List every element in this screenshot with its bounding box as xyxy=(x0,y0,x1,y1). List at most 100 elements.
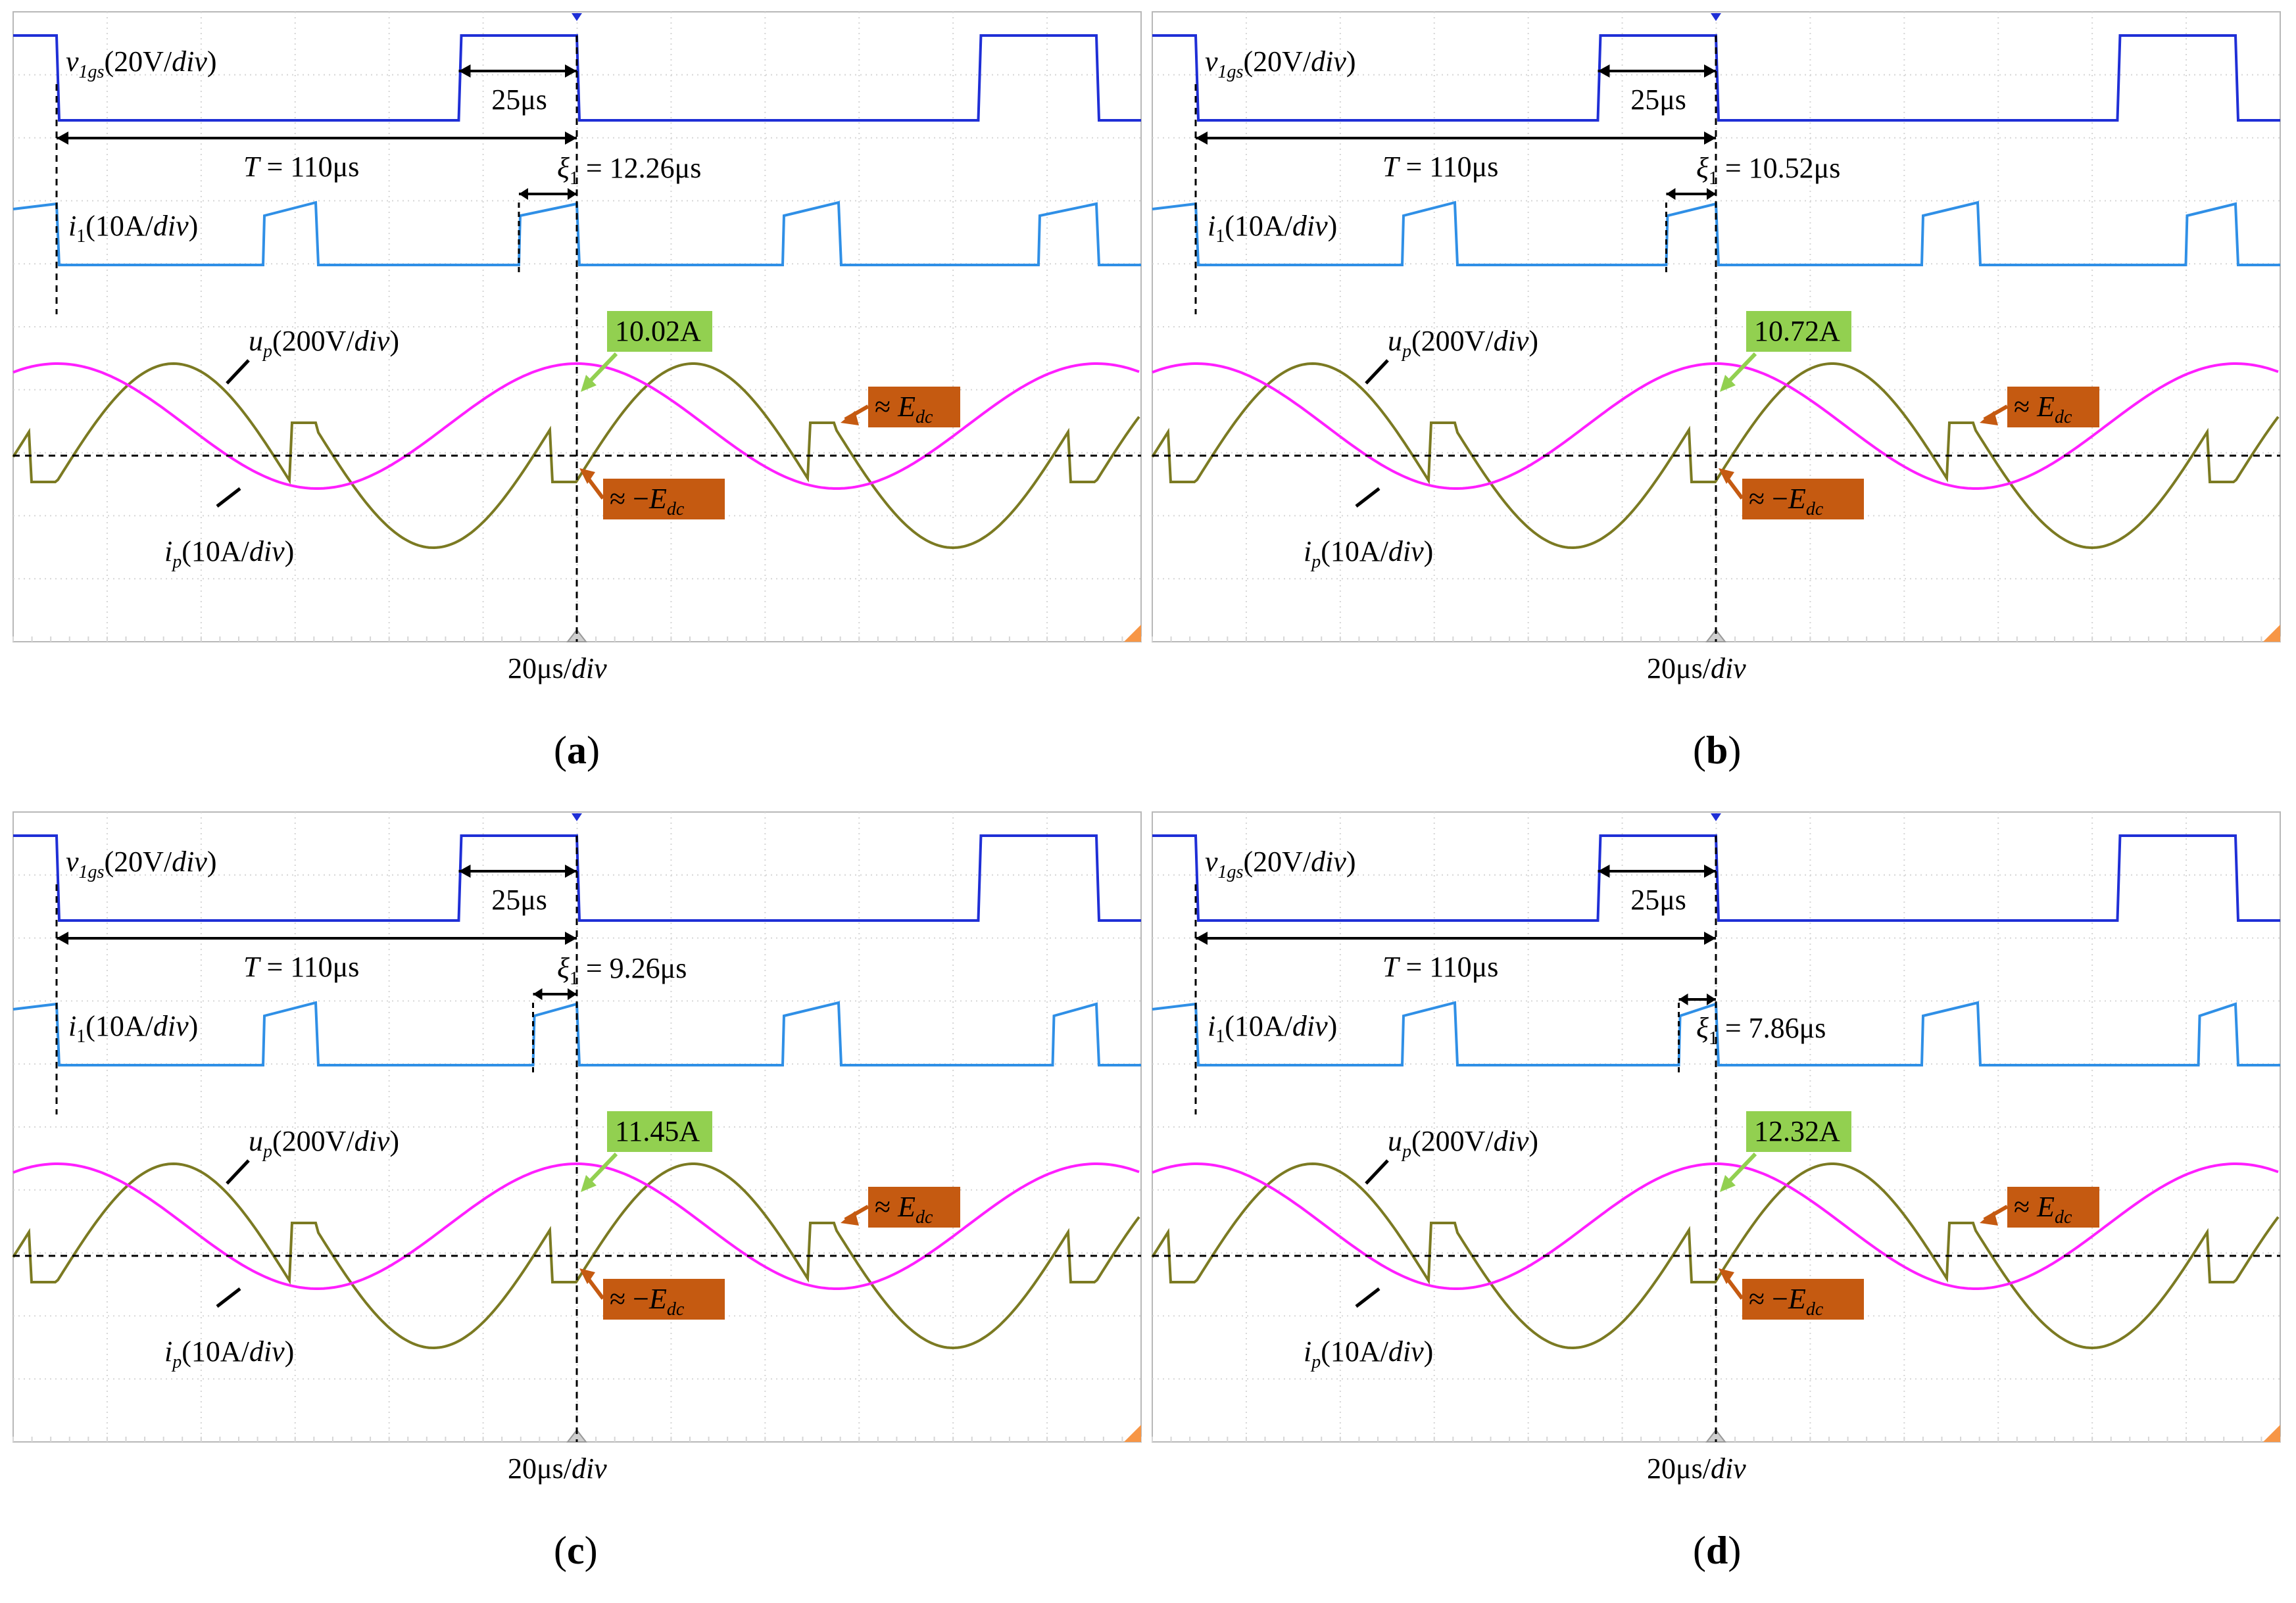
xi1-label: ξ1 = 9.26μs xyxy=(557,952,687,989)
label-up: up(200V/div) xyxy=(249,1125,399,1162)
arrowhead-right-icon xyxy=(568,988,577,1000)
time-scale-label: 20μs/div xyxy=(508,652,607,684)
label-up: up(200V/div) xyxy=(1388,325,1538,362)
corner-marker-icon xyxy=(2263,1425,2280,1442)
xi1-label: ξ1 = 10.52μs xyxy=(1696,152,1840,189)
dead-time-label: 25μs xyxy=(1630,884,1686,916)
label-i1: i1(10A/div) xyxy=(68,210,198,247)
edc-negative-callout: ≈ −Edc xyxy=(1719,468,1864,519)
arrowhead-right-icon xyxy=(565,64,577,78)
dead-time-label: 25μs xyxy=(1630,84,1686,116)
arrowhead-icon xyxy=(1719,1268,1734,1284)
panel-caption: (d) xyxy=(1693,1529,1741,1572)
trigger-top-icon xyxy=(572,13,582,21)
edc-negative-label: ≈ −Edc xyxy=(1749,1283,1824,1320)
edc-positive-callout: ≈ Edc xyxy=(1980,1187,2099,1228)
peak-current-box xyxy=(1746,1111,1851,1152)
arrowhead-right-icon xyxy=(565,865,577,878)
arrowhead-icon xyxy=(841,411,859,425)
leader-ip xyxy=(216,1287,241,1308)
leader-up xyxy=(226,1159,250,1185)
period-dimension: T = 110μs xyxy=(57,132,577,183)
period-dimension: T = 110μs xyxy=(1196,932,1716,983)
label-ip: ip(10A/div) xyxy=(1304,535,1433,572)
arrowhead-icon xyxy=(1720,1175,1736,1192)
leader-ip xyxy=(1355,1287,1380,1308)
trigger-top-icon xyxy=(1711,13,1721,21)
trigger-top-icon xyxy=(572,813,582,821)
edc-positive-box xyxy=(868,1187,960,1228)
arrowhead-icon xyxy=(581,375,597,392)
arrowhead-left-icon xyxy=(1598,865,1610,878)
panel-caption: (a) xyxy=(554,729,600,772)
peak-current-callout: 11.45A xyxy=(581,1111,712,1192)
arrowhead-right-icon xyxy=(565,132,577,145)
series-up xyxy=(1151,362,2280,550)
arrowhead-icon xyxy=(1980,411,1998,425)
arrowhead-icon xyxy=(579,1268,595,1284)
leader-ip xyxy=(1355,487,1380,508)
edc-positive-callout: ≈ Edc xyxy=(1980,387,2099,427)
panel-a: v1gs(20V/div) 25μs T = 110μs ξ1 = 12.26μs i1… xyxy=(12,11,1142,772)
edc-positive-callout: ≈ Edc xyxy=(841,387,960,427)
peak-current-box xyxy=(607,311,712,352)
edc-negative-label: ≈ −Edc xyxy=(610,483,685,519)
series-i1 xyxy=(12,1001,1141,1066)
arrowhead-right-icon xyxy=(1704,132,1716,145)
arrowhead-left-icon xyxy=(1598,64,1610,78)
arrowhead-icon xyxy=(1980,1211,1998,1226)
series-ip xyxy=(12,1162,1140,1290)
series-i1 xyxy=(1152,1001,2280,1066)
arrowhead-left-icon xyxy=(57,132,68,145)
peak-current-box xyxy=(1746,311,1851,352)
arrowhead-left-icon xyxy=(518,188,528,200)
xi1-dimension: ξ1 = 12.26μs xyxy=(518,152,701,275)
edc-negative-label: ≈ −Edc xyxy=(610,1283,685,1320)
panel-caption: (b) xyxy=(1693,729,1741,772)
edc-positive-callout: ≈ Edc xyxy=(841,1187,960,1228)
arrowhead-right-icon xyxy=(1707,993,1716,1005)
series-ip xyxy=(1152,1162,2279,1290)
arrowhead-right-icon xyxy=(568,188,577,200)
panel-c: v1gs(20V/div) 25μs T = 110μs ξ1 = 9.26μs i1(… xyxy=(12,811,1142,1572)
label-v1gs: v1gs(20V/div) xyxy=(66,45,217,82)
period-label: T = 110μs xyxy=(1382,951,1498,983)
series-up xyxy=(12,362,1140,550)
trigger-top-icon xyxy=(1711,813,1721,821)
time-scale-label: 20μs/div xyxy=(1647,652,1746,684)
series-ip xyxy=(1152,362,2279,490)
label-up: up(200V/div) xyxy=(249,325,399,362)
arrowhead-left-icon xyxy=(57,932,68,945)
arrowhead-left-icon xyxy=(458,865,471,878)
period-label: T = 110μs xyxy=(243,151,359,183)
label-i1: i1(10A/div) xyxy=(1208,210,1337,247)
arrowhead-right-icon xyxy=(1707,188,1716,200)
edc-positive-label: ≈ Edc xyxy=(875,391,933,427)
series-v1gs xyxy=(1152,34,2280,122)
peak-current-label: 12.32A xyxy=(1754,1115,1840,1147)
arrowhead-icon xyxy=(581,1175,597,1192)
xi1-label: ξ1 = 12.26μs xyxy=(557,152,701,189)
peak-current-box xyxy=(607,1111,712,1152)
arrowhead-icon xyxy=(841,1211,859,1226)
arrowhead-left-icon xyxy=(1196,132,1208,145)
edc-negative-box xyxy=(603,479,725,519)
peak-current-callout: 10.72A xyxy=(1720,311,1851,392)
arrowhead-icon xyxy=(1720,375,1736,392)
arrowhead-right-icon xyxy=(565,932,577,945)
series-up xyxy=(12,1162,1140,1350)
edc-negative-callout: ≈ −Edc xyxy=(579,468,725,519)
dead-time-dimension: 25μs xyxy=(458,64,577,116)
leader-up xyxy=(1365,359,1389,385)
edc-positive-box xyxy=(868,387,960,427)
xi1-dimension: ξ1 = 7.86μs xyxy=(1678,993,1826,1075)
panel-caption: (c) xyxy=(554,1529,598,1572)
peak-current-label: 11.45A xyxy=(615,1115,700,1147)
series-v1gs xyxy=(13,834,1141,922)
period-label: T = 110μs xyxy=(1382,151,1498,183)
edc-negative-label: ≈ −Edc xyxy=(1749,483,1824,519)
series-v1gs xyxy=(13,34,1141,122)
arrowhead-left-icon xyxy=(1666,188,1676,200)
